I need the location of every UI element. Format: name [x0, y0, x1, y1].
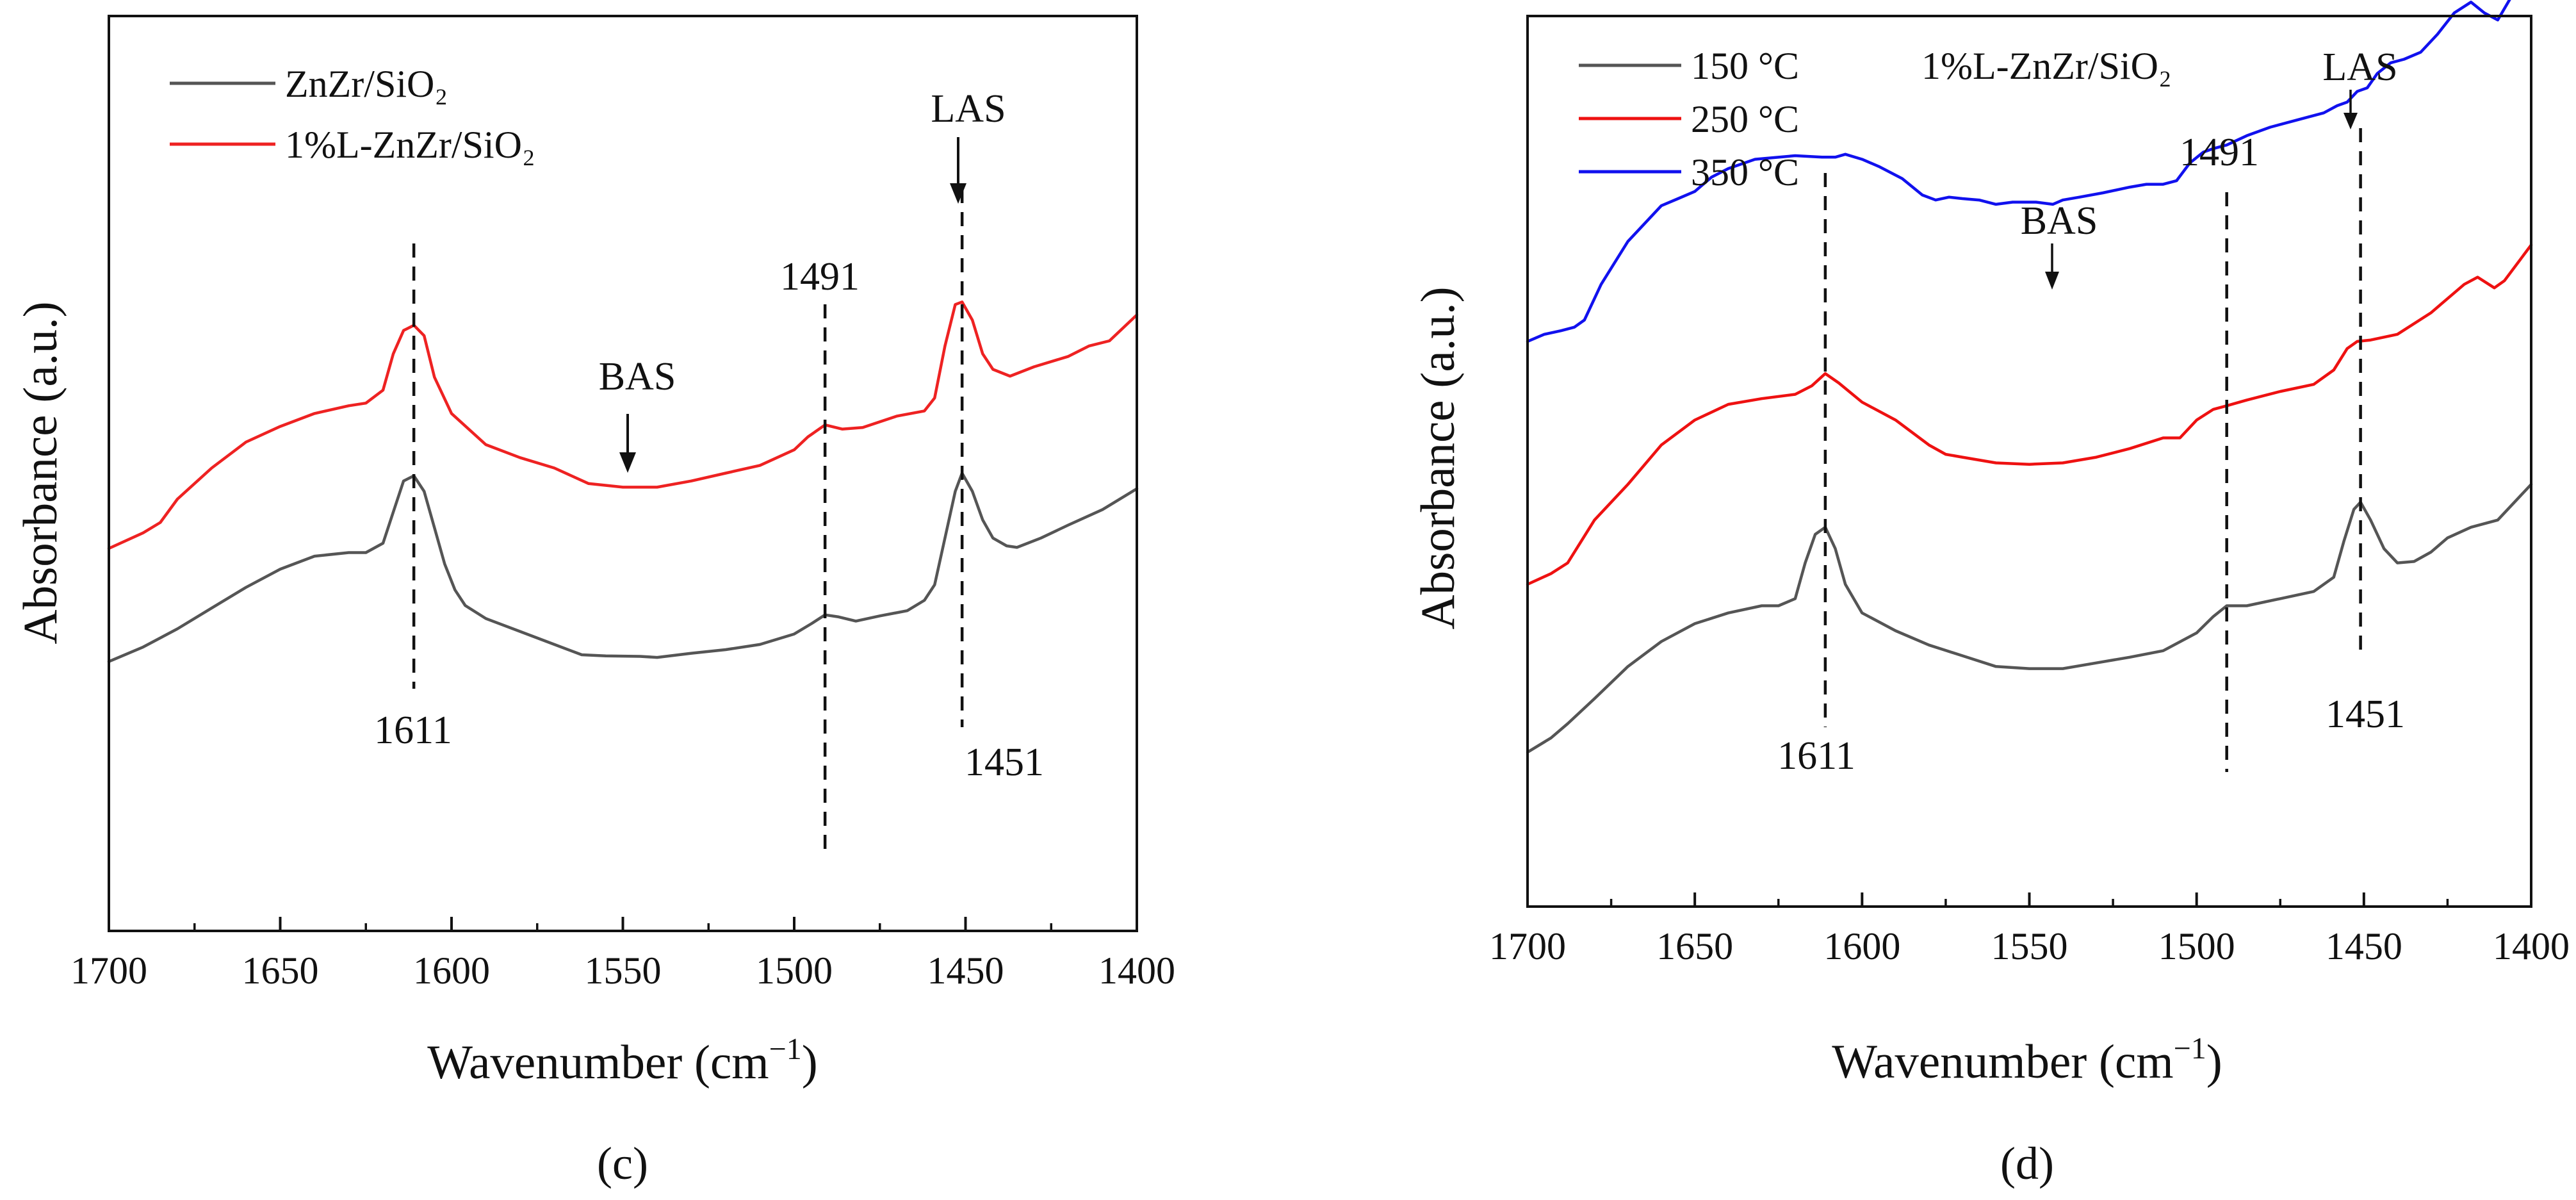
- panel-c-x-tick-label-1600: 1600: [413, 949, 490, 992]
- panel-c-peak-label-1451: 1451: [965, 741, 1044, 784]
- panel-d-series-0: [1526, 482, 2533, 754]
- panel-d-las-label: LAS: [2322, 45, 2397, 89]
- panel-d-x-tick-labels: 1700 1650 1600 1550 1500 1450 1400: [1489, 925, 2570, 967]
- panel-c-x-tick-label-1650: 1650: [242, 949, 319, 992]
- panel-d-guides: [1823, 128, 2362, 772]
- panel-c-x-tick-label-1400: 1400: [1098, 949, 1175, 992]
- panel-c-guides: [412, 189, 964, 849]
- panel-c-peak-label-1491: 1491: [780, 255, 860, 299]
- panel-c-label: (c): [597, 1138, 648, 1189]
- panel-d-legend: 150 °C 250 °C 350 °C: [1579, 45, 1799, 193]
- panel-c-x-tick-label-1500: 1500: [756, 949, 833, 992]
- panel-c: 1700 1650 1600 1550 1500 1450 1400 ZnZr/SiO₂ 1…: [14, 15, 1175, 1189]
- panel-d-series-1: [1526, 243, 2533, 586]
- panel-d-curves: [1526, 0, 2533, 754]
- panel-d-x-tick-label-1450: 1450: [2326, 925, 2402, 967]
- panel-d-x-tick-label-1550: 1550: [1991, 925, 2068, 967]
- panel-d-peak-label-1451: 1451: [2326, 693, 2405, 736]
- panel-d-bas-arrow: [2045, 243, 2059, 290]
- panel-d-peak-label-1491: 1491: [2180, 131, 2259, 174]
- panel-c-x-ticks: [108, 917, 1138, 931]
- panel-d-legend-label-2: 350 °C: [1691, 151, 1799, 193]
- panel-c-curves: [107, 300, 1139, 663]
- panel-c-x-tick-labels: 1700 1650 1600 1550 1500 1450 1400: [70, 949, 1175, 992]
- panel-d-x-ticks: [1526, 892, 2532, 907]
- panel-d-x-tick-label-1650: 1650: [1656, 925, 1733, 967]
- panel-d-peak-label-1611: 1611: [1777, 734, 1855, 778]
- panel-c-series-0: [107, 472, 1139, 663]
- panel-c-bas-arrow: [619, 414, 636, 473]
- panel-d-y-axis-title: Absorbance (a.u.): [1412, 286, 1465, 629]
- panel-d-sample-title: 1%L-ZnZr/SiO₂: [1921, 45, 2172, 87]
- panel-d-series-2: [1526, 0, 2511, 343]
- panel-c-x-tick-label-1450: 1450: [927, 949, 1004, 992]
- panel-d-x-tick-label-1500: 1500: [2158, 925, 2235, 967]
- panel-d-bas-label: BAS: [2021, 199, 2098, 243]
- panel-c-legend-label-0: ZnZr/SiO₂: [285, 63, 448, 105]
- panel-c-bas-label: BAS: [599, 355, 676, 399]
- panel-c-las-arrow: [950, 137, 966, 204]
- panel-c-legend-label-1: 1%L-ZnZr/SiO₂: [285, 124, 535, 166]
- panel-d-x-tick-label-1600: 1600: [1823, 925, 1900, 967]
- panel-c-x-tick-label-1700: 1700: [70, 949, 147, 992]
- panel-c-series-1: [107, 300, 1139, 550]
- panel-d-legend-label-0: 150 °C: [1691, 45, 1799, 87]
- panel-c-y-axis-title: Absorbance (a.u.): [14, 301, 67, 644]
- panel-d: 1700 1650 1600 1550 1500 1450 1400 150 °C 250 …: [1412, 0, 2570, 1189]
- panel-d-legend-label-1: 250 °C: [1691, 98, 1799, 140]
- panel-c-peak-label-1611: 1611: [374, 709, 452, 752]
- panel-c-las-label: LAS: [931, 87, 1006, 131]
- panel-c-frame: [108, 15, 1138, 932]
- panel-d-las-arrow: [2344, 90, 2358, 129]
- panel-d-label: (d): [2000, 1138, 2054, 1189]
- panel-c-legend: ZnZr/SiO₂ 1%L-ZnZr/SiO₂: [170, 63, 535, 166]
- panel-c-x-tick-label-1550: 1550: [585, 949, 662, 992]
- panel-d-x-axis-title: Wavenumber (cm−1): [1832, 1032, 2222, 1089]
- panel-d-frame: [1526, 15, 2532, 908]
- panel-d-x-tick-label-1700: 1700: [1489, 925, 1566, 967]
- panel-d-x-tick-label-1400: 1400: [2493, 925, 2570, 967]
- panel-c-x-axis-title: Wavenumber (cm−1): [427, 1032, 817, 1089]
